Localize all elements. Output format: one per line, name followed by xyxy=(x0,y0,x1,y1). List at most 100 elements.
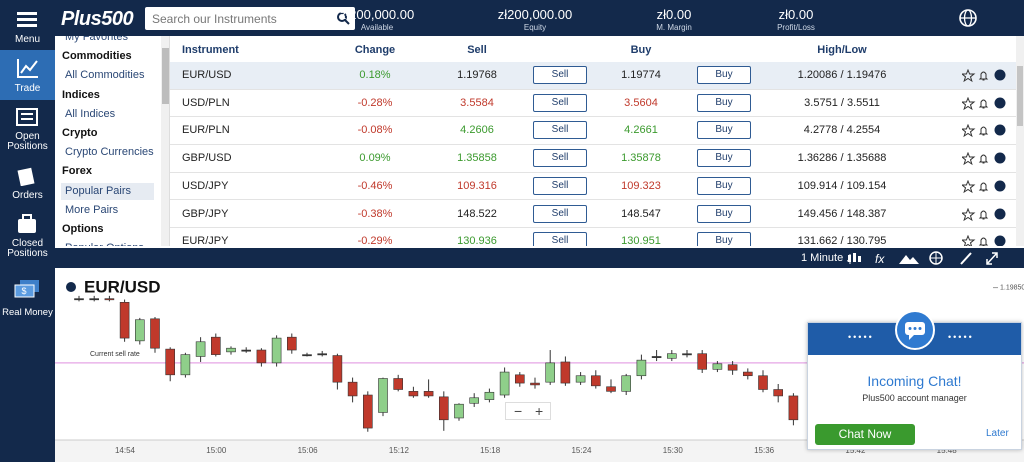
sell-button[interactable]: Sell xyxy=(533,149,587,168)
category-link[interactable]: More Pairs xyxy=(65,203,119,216)
sell-button[interactable]: Sell xyxy=(533,93,587,112)
change: -0.29% xyxy=(357,235,393,246)
instrument-row[interactable]: USD/PLN -0.28% 3.5584 Sell 3.5604 Buy 3.5751 /… xyxy=(170,89,1016,118)
row-icons xyxy=(962,69,1006,83)
category-link[interactable]: All Indices xyxy=(65,107,116,120)
buy-button[interactable]: Buy xyxy=(697,176,751,195)
sell-price: 3.5584 xyxy=(460,96,494,109)
search-placeholder: Search our Instruments xyxy=(152,12,277,26)
alert-icon[interactable] xyxy=(978,210,989,219)
candle-body xyxy=(590,375,601,387)
category-heading: Indices xyxy=(62,88,100,101)
alert-icon[interactable] xyxy=(978,71,989,81)
buy-button[interactable]: Buy xyxy=(697,66,751,84)
real-money[interactable]: Real Money xyxy=(2,307,53,318)
category-heading: Crypto xyxy=(62,127,98,139)
positions-icon xyxy=(16,108,38,126)
instrument-row[interactable]: GBP/USD 0.09% 1.35858 Sell 1.35878 Buy 1.36286… xyxy=(170,145,1016,173)
sell-button[interactable]: Sell xyxy=(533,204,587,223)
column-header: High/Low xyxy=(817,44,867,56)
info-icon[interactable] xyxy=(994,208,1006,219)
globe-icon[interactable] xyxy=(959,9,977,27)
info-icon[interactable] xyxy=(994,152,1006,164)
stat-value: zł200,000.00 xyxy=(497,7,573,22)
alert-icon[interactable] xyxy=(978,154,989,164)
high-low: 109.914 / 109.154 xyxy=(797,179,887,192)
x-tick-label: 15:30 xyxy=(663,446,684,455)
x-tick-label: 15:18 xyxy=(480,446,501,455)
sell-button[interactable]: Sell xyxy=(533,176,587,195)
favorite-icon[interactable] xyxy=(962,179,976,193)
favorite-icon[interactable] xyxy=(962,235,976,246)
category-link[interactable]: Crypto Currencies xyxy=(65,146,154,159)
sidebar: Menu Trade Open Positions Orders Closed … xyxy=(0,0,55,462)
sell-button[interactable]: Sell xyxy=(533,121,587,140)
instrument-name: GBP/USD xyxy=(182,152,232,165)
change: -0.08% xyxy=(357,124,393,137)
change: -0.46% xyxy=(357,179,393,192)
instrument-row[interactable]: USD/JPY -0.46% 109.316 Sell 109.323 Buy 109.91… xyxy=(170,172,1016,201)
menu[interactable]: Menu xyxy=(14,34,40,45)
favorite-icon[interactable] xyxy=(962,69,976,83)
info-icon[interactable] xyxy=(994,97,1006,109)
info-icon[interactable] xyxy=(994,124,1006,136)
closed-positions[interactable]: Closed Positions xyxy=(7,238,48,259)
candle-body xyxy=(211,336,221,355)
sell-button[interactable]: Sell xyxy=(533,66,587,84)
candle-body xyxy=(727,364,738,371)
chart: EUR/USD 1.19850 Current sell rate 14:54 15:… xyxy=(55,277,1024,462)
row-icons xyxy=(962,124,1006,138)
candle-body xyxy=(499,371,510,396)
zoom-control[interactable]: − + xyxy=(505,402,551,420)
info-icon[interactable] xyxy=(66,282,76,292)
x-tick-label: 15:48 xyxy=(937,446,958,455)
instrument-row[interactable]: EUR/JPY -0.29% 130.936 Sell 130.951 Buy 131.66… xyxy=(170,228,1016,246)
category-link[interactable]: All Commodities xyxy=(65,69,145,82)
interval[interactable]: 1 Minute xyxy=(801,252,844,264)
category-link[interactable]: My Favorites xyxy=(65,36,128,43)
category-link[interactable]: Popular Options xyxy=(61,240,154,246)
buy-button[interactable]: Buy xyxy=(697,232,751,246)
favorite-icon[interactable] xyxy=(962,207,976,221)
trade[interactable]: Trade xyxy=(14,83,41,94)
buy-button[interactable]: Buy xyxy=(697,121,751,140)
candle-body xyxy=(241,349,251,352)
high-low: 1.20086 / 1.19476 xyxy=(797,69,887,81)
alert-icon[interactable] xyxy=(978,182,989,192)
favorite-icon[interactable] xyxy=(962,152,976,166)
category-link[interactable]: Popular Pairs xyxy=(61,182,154,200)
favorite-icon[interactable] xyxy=(962,96,976,110)
instrument-row[interactable]: EUR/USD 0.18% 1.19768 Sell 1.19774 Buy 1.20086… xyxy=(170,62,1016,90)
orders[interactable]: Orders xyxy=(12,190,43,201)
selected-tab xyxy=(0,50,55,100)
chat-now-button[interactable]: Chat Now xyxy=(815,424,915,445)
row-icons xyxy=(962,96,1006,110)
buy-button[interactable]: Buy xyxy=(697,93,751,112)
instrument-row[interactable]: GBP/JPY -0.38% 148.522 Sell 148.547 Buy 149.45… xyxy=(170,200,1016,229)
info-icon[interactable] xyxy=(994,235,1006,246)
sell-price: 1.19768 xyxy=(457,69,497,81)
instrument-name: EUR/JPY xyxy=(182,235,229,246)
alert-icon[interactable] xyxy=(978,99,989,109)
later-button[interactable]: Later xyxy=(986,428,1009,439)
open-positions[interactable]: Open Positions xyxy=(7,131,48,152)
favorite-icon[interactable] xyxy=(962,124,976,138)
buy-button[interactable]: Buy xyxy=(697,149,751,168)
alert-icon[interactable] xyxy=(978,237,989,246)
sell-button[interactable]: Sell xyxy=(533,232,587,246)
candle-body xyxy=(195,341,206,357)
account-stat: zł200,000.00 Available xyxy=(307,7,447,32)
candle-body xyxy=(347,381,358,397)
info-icon[interactable] xyxy=(994,69,1006,81)
search-box[interactable]: Search our Instruments xyxy=(145,7,355,30)
column-header: Change xyxy=(354,44,396,56)
buy-button[interactable]: Buy xyxy=(697,204,751,223)
chat-subtitle: Plus500 account manager xyxy=(862,393,967,403)
candle-body xyxy=(788,395,799,421)
candle-body xyxy=(712,363,723,370)
alert-icon[interactable] xyxy=(978,126,989,136)
info-icon[interactable] xyxy=(994,180,1006,192)
instrument-row[interactable]: EUR/PLN -0.08% 4.2606 Sell 4.2661 Buy 4.2778 /… xyxy=(170,117,1016,146)
scrollbar xyxy=(161,36,169,246)
candle-body xyxy=(135,319,145,342)
